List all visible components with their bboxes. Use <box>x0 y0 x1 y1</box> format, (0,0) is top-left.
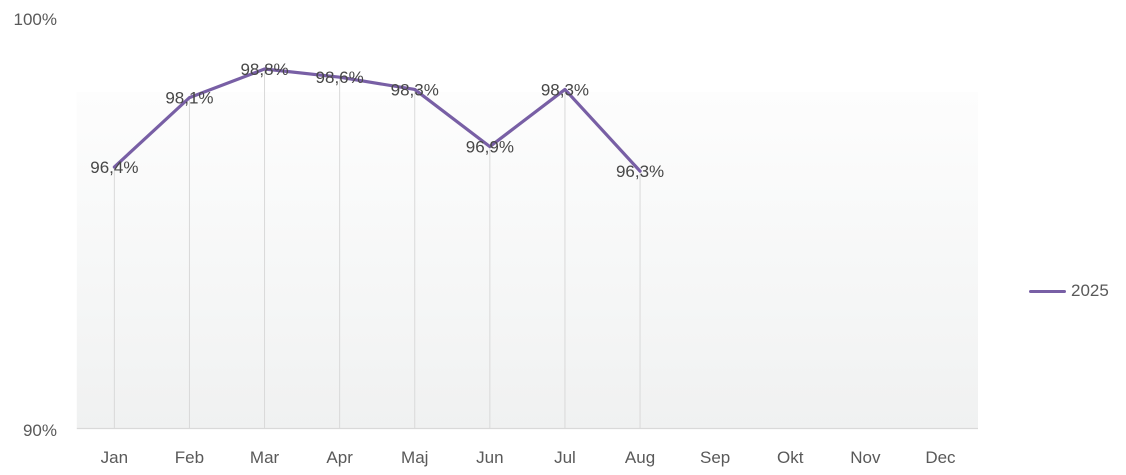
legend-line-swatch <box>1029 289 1066 293</box>
x-axis-tick-label: Jan <box>101 448 128 467</box>
x-axis-tick-label: Feb <box>175 448 204 467</box>
y-axis-label-max: 100% <box>13 10 57 29</box>
x-axis-tick-label: Maj <box>401 448 428 467</box>
x-axis-tick-label: Jun <box>476 448 503 467</box>
data-point-label: 98,8% <box>240 60 288 79</box>
plot-area[interactable]: 96,4% 98,1% 98,8% 98,6% 98,3% 96,9% 98,3% 96,3%… <box>76 60 979 467</box>
x-axis-tick-label: Mar <box>250 448 280 467</box>
data-point-label: 96,9% <box>466 138 514 157</box>
data-point-label: 98,3% <box>391 80 439 99</box>
x-axis-tick-label: Jul <box>554 448 576 467</box>
data-point-label: 98,6% <box>316 68 364 87</box>
data-point-label: 98,1% <box>165 89 213 108</box>
series-line-2025[interactable] <box>112 67 642 173</box>
legend[interactable]: 2025 <box>1029 281 1109 301</box>
x-axis-tick-label: Sep <box>700 448 730 467</box>
x-axis-tick-label: Apr <box>326 448 353 467</box>
legend-series-label: 2025 <box>1071 281 1109 300</box>
data-point-label: 96,4% <box>90 158 138 177</box>
x-axis-tick-label: Dec <box>925 448 956 467</box>
data-point-label: 98,3% <box>541 80 589 99</box>
x-axis-tick-label: Nov <box>850 448 881 467</box>
plot-area-band <box>76 92 979 429</box>
y-axis-label-min: 90% <box>22 421 57 440</box>
x-axis-tick-label: Aug <box>625 448 655 467</box>
x-axis-tick-label: Okt <box>777 448 804 467</box>
data-point-label: 96,3% <box>616 162 664 181</box>
